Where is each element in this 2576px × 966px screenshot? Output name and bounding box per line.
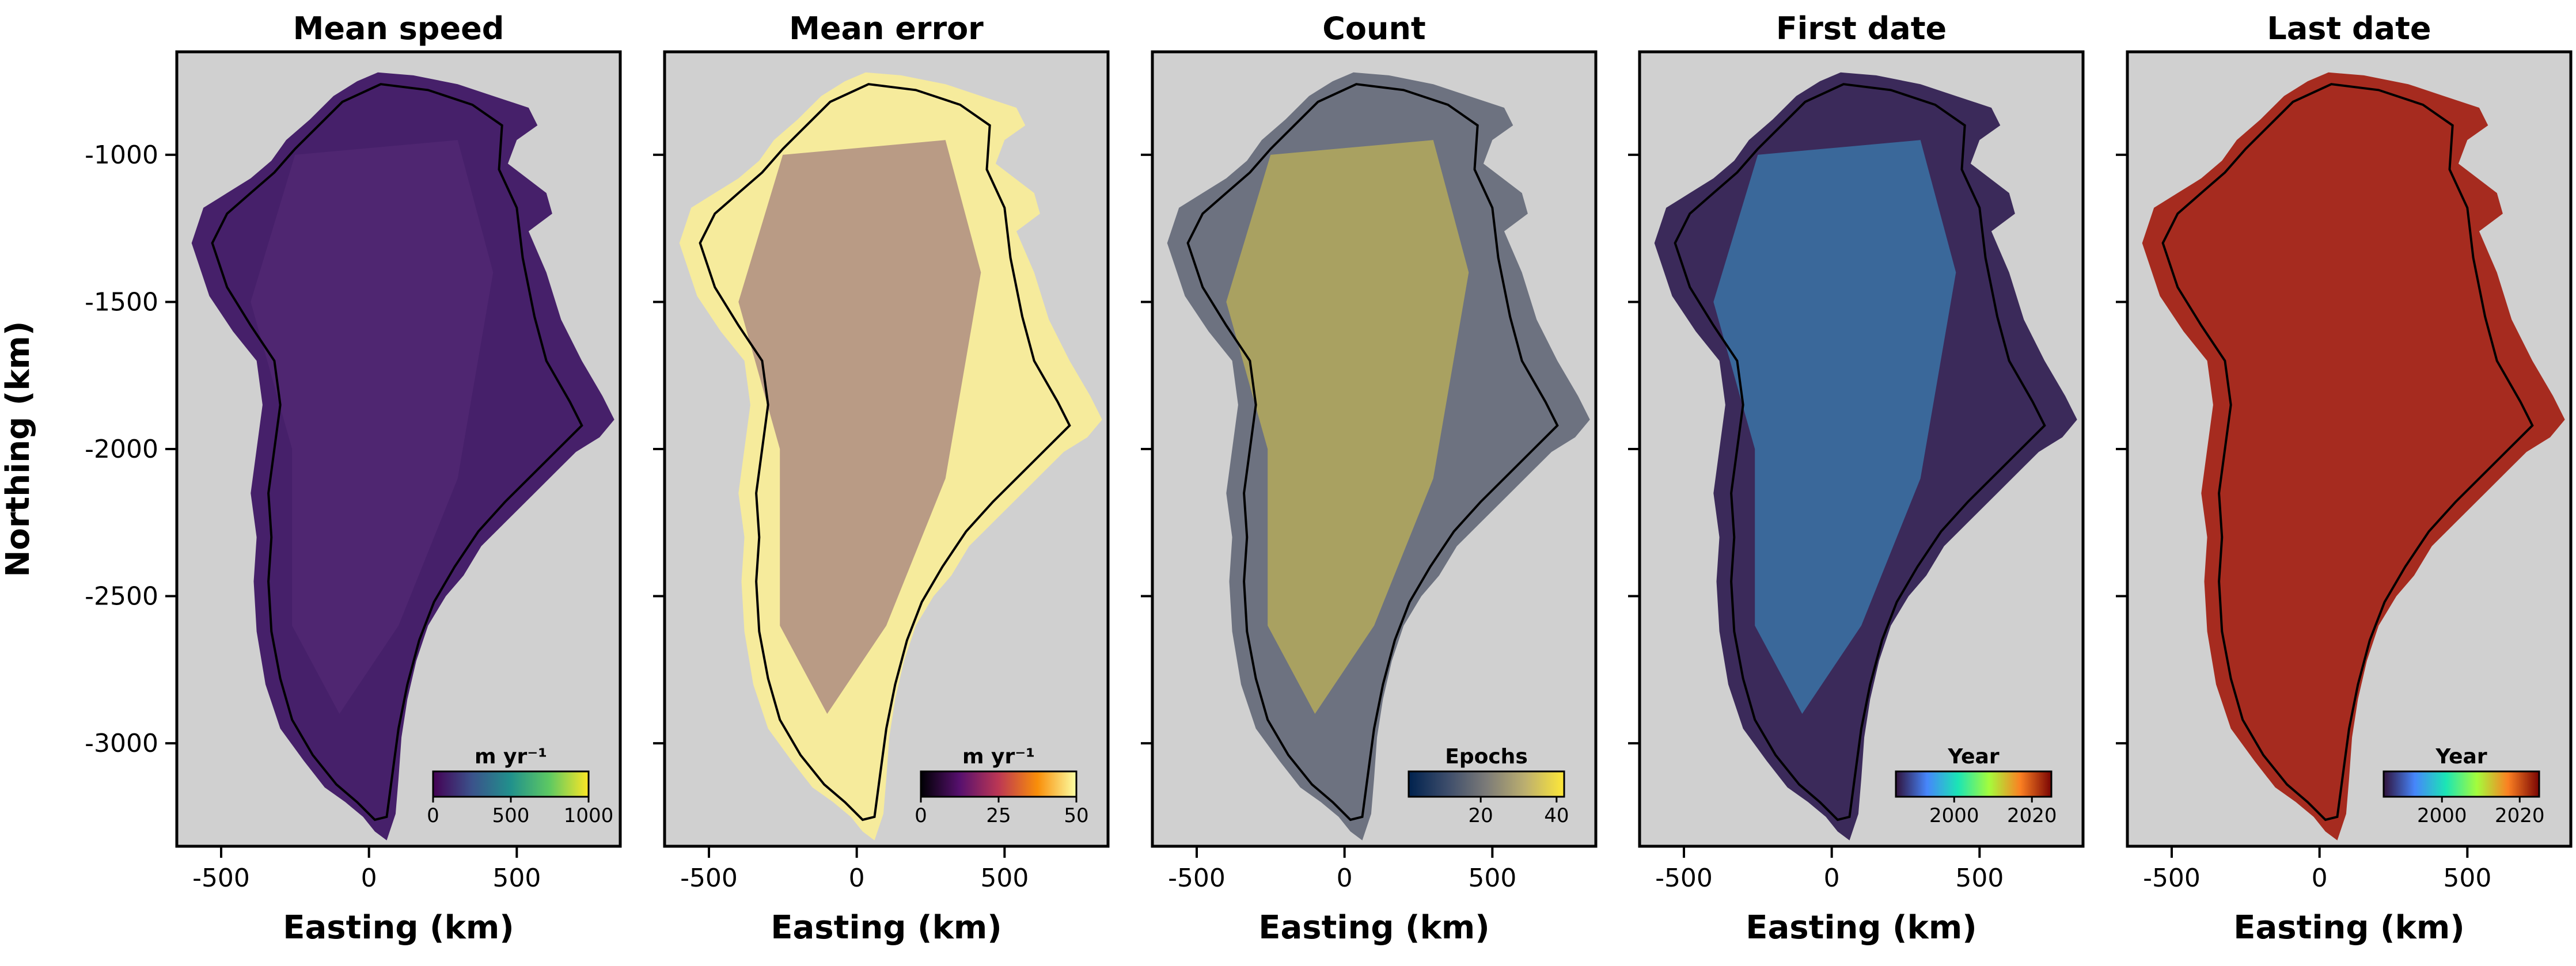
panel-1: Mean speed -500 0 500 Easting (km) -1000 -1500… — [85, 10, 622, 946]
y-tick-label: -3000 — [85, 729, 158, 758]
colorbar-tick-label: 2020 — [2495, 804, 2545, 827]
field-pattern — [1226, 140, 1469, 714]
field-pattern — [1713, 140, 1956, 714]
colorbar — [432, 770, 590, 798]
greenland-field — [679, 72, 1102, 841]
x-axis-label: Easting (km) — [1258, 909, 1490, 946]
colorbar-tick-label: 40 — [1544, 804, 1569, 827]
panel-3: Count -500 0 500 Easting (km) Epochs 20 40 — [1141, 10, 1598, 946]
panel-title: Mean error — [789, 10, 984, 47]
panel-2: Mean error -500 0 500 Easting (km) m yr⁻¹ 0 25 5… — [653, 10, 1110, 946]
colorbar-label: Epochs — [1445, 745, 1528, 769]
panel-5: Last date -500 0 500 Easting (km) Year 2000 202… — [2116, 10, 2573, 946]
colorbar-label: Year — [1947, 745, 1999, 769]
x-tick-label: -500 — [2143, 864, 2201, 893]
colorbar — [1407, 770, 1565, 798]
y-axis-label: Northing (km) — [0, 321, 37, 577]
x-tick-label: 0 — [361, 864, 377, 893]
colorbar-tick-label: 2000 — [1929, 804, 1979, 827]
ice-margin-line — [699, 83, 1071, 822]
x-tick-label: 500 — [1955, 864, 2004, 893]
ice-margin-line — [211, 83, 583, 822]
x-tick-label: -500 — [1168, 864, 1226, 893]
panel-title: Count — [1322, 10, 1425, 47]
y-tick-label: -1000 — [85, 140, 158, 170]
colorbar-tick-label: 20 — [1468, 804, 1493, 827]
x-tick-label: 0 — [849, 864, 865, 893]
x-axis-label: Easting (km) — [771, 909, 1002, 946]
greenland-field — [1654, 72, 2077, 841]
x-axis-label: Easting (km) — [1746, 909, 1977, 946]
field-pattern — [738, 140, 981, 714]
x-axis-label: Easting (km) — [2233, 909, 2465, 946]
x-tick-label: 0 — [1824, 864, 1840, 893]
x-tick-label: 0 — [2312, 864, 2328, 893]
colorbar-tick-label: 50 — [1064, 804, 1088, 827]
y-tick-label: -2000 — [85, 435, 158, 464]
panel-title: Mean speed — [293, 10, 504, 47]
x-tick-label: 500 — [492, 864, 541, 893]
colorbar — [1895, 770, 2053, 798]
x-tick-label: 500 — [2443, 864, 2491, 893]
greenland-field — [1167, 72, 1590, 841]
colorbar-label: m yr⁻¹ — [962, 745, 1035, 769]
colorbar-label: Year — [2435, 745, 2487, 769]
colorbar-tick-label: 25 — [986, 804, 1011, 827]
x-tick-label: -500 — [680, 864, 738, 893]
y-tick-label: -2500 — [85, 582, 158, 611]
colorbar-tick-label: 500 — [492, 804, 530, 827]
panel-4: First date -500 0 500 Easting (km) Year 2000 20… — [1628, 10, 2085, 946]
ice-margin-line — [1674, 83, 2046, 822]
x-tick-label: 0 — [1337, 864, 1353, 893]
y-tick-label: -1500 — [85, 287, 158, 317]
greenland-field — [191, 72, 614, 841]
x-tick-label: 500 — [1468, 864, 1516, 893]
x-tick-label: 500 — [980, 864, 1029, 893]
colorbar-tick-label: 0 — [427, 804, 439, 827]
colorbar-tick-label: 2020 — [2007, 804, 2057, 827]
ice-margin-line — [2161, 83, 2534, 822]
x-tick-label: -500 — [1655, 864, 1713, 893]
greenland-field — [2142, 72, 2565, 841]
panel-title: First date — [1776, 10, 1947, 47]
colorbar-label: m yr⁻¹ — [475, 745, 547, 769]
colorbar-tick-label: 2000 — [2417, 804, 2467, 827]
x-tick-label: -500 — [192, 864, 250, 893]
x-axis-label: Easting (km) — [283, 909, 514, 946]
ice-margin-line — [1186, 83, 1559, 822]
colorbar — [920, 770, 1078, 798]
colorbar — [2382, 770, 2540, 798]
colorbar-tick-label: 0 — [915, 804, 927, 827]
panel-title: Last date — [2267, 10, 2431, 47]
field-pattern — [251, 140, 494, 714]
colorbar-tick-label: 1000 — [564, 804, 614, 827]
